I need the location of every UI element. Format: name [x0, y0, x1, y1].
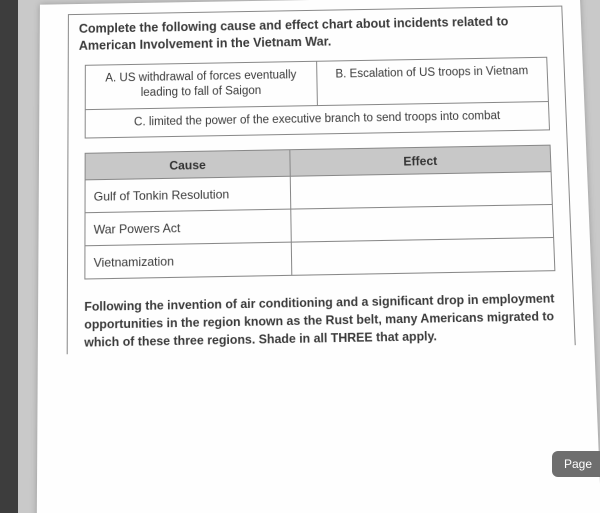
effect-cell[interactable]: [290, 172, 552, 209]
effect-cell[interactable]: [291, 238, 555, 276]
instruction-text: Complete the following cause and effect …: [79, 13, 553, 55]
option-a: A. US withdrawal of forces eventually le…: [86, 62, 317, 109]
table-row: Vietnamization: [85, 238, 555, 280]
header-cause: Cause: [85, 150, 290, 180]
option-b: B. Escalation of US troops in Vietnam: [316, 58, 548, 105]
cause-cell: Vietnamization: [85, 242, 292, 279]
page-indicator-tab[interactable]: Page: [552, 451, 600, 477]
cause-effect-table: Cause Effect Gulf of Tonkin Resolution W…: [84, 145, 555, 280]
question-2-text: Following the invention of air condition…: [84, 290, 558, 351]
options-row-top: A. US withdrawal of forces eventually le…: [86, 58, 548, 109]
cause-cell: Gulf of Tonkin Resolution: [85, 177, 291, 213]
document-page: Complete the following cause and effect …: [37, 0, 600, 513]
cause-cell: War Powers Act: [85, 209, 291, 246]
app-sidebar-strip: [0, 0, 18, 513]
effect-cell[interactable]: [291, 205, 554, 243]
answer-options-box: A. US withdrawal of forces eventually le…: [85, 56, 550, 138]
question-block: Complete the following cause and effect …: [67, 6, 576, 354]
